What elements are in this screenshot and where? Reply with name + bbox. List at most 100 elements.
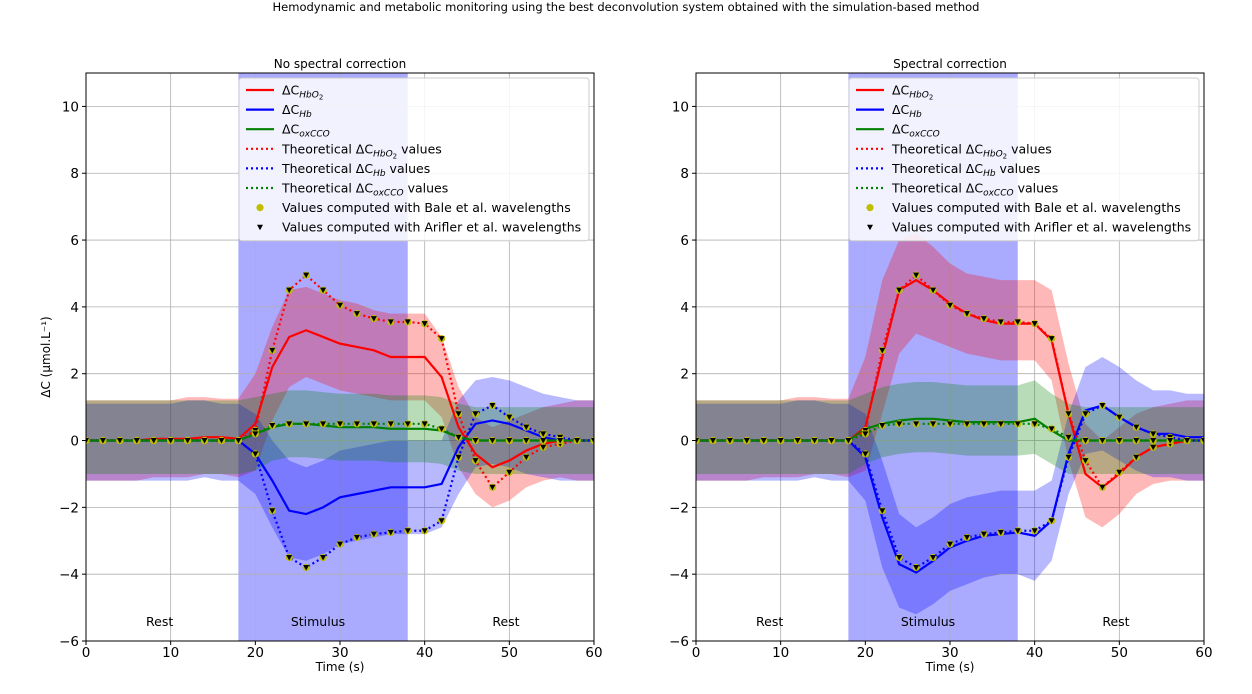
legend-label: Theoretical ΔCoxCCO values [891, 181, 1058, 199]
marker-arifler [845, 438, 852, 444]
y-tick-label: 10 [672, 99, 689, 115]
x-axis-label: Time (s) [315, 660, 365, 674]
marker-arifler [574, 438, 581, 444]
panel-title: Spectral correction [893, 57, 1007, 71]
marker-arifler [269, 422, 276, 429]
legend-label: ΔCHb [282, 102, 312, 120]
legend-label: Theoretical ΔCoxCCO values [281, 181, 448, 199]
marker-arifler [506, 438, 513, 444]
marker-arifler [1031, 421, 1038, 427]
marker-arifler [438, 426, 445, 432]
marker-arifler [438, 336, 445, 342]
y-axis-label: ΔC (μmol.L⁻¹) [39, 316, 53, 397]
y-tick-label: −6 [669, 634, 689, 650]
marker-arifler [387, 319, 394, 325]
marker-arifler [743, 438, 750, 444]
marker-arifler [696, 438, 699, 444]
x-tick-label: 10 [772, 645, 789, 661]
marker-arifler [99, 438, 106, 444]
marker-arifler [963, 534, 970, 541]
y-tick-label: 6 [70, 233, 79, 249]
legend-label: Theoretical ΔCHb values [891, 161, 1040, 179]
legend-label: Values computed with Bale et al. wavelen… [282, 200, 571, 215]
y-tick-label: −4 [59, 567, 79, 583]
marker-arifler [1082, 411, 1089, 417]
y-tick-label: 0 [70, 434, 79, 450]
y-tick-label: 8 [70, 166, 79, 182]
marker-arifler [777, 438, 784, 444]
x-tick-label: 50 [501, 645, 518, 661]
marker-arifler [896, 421, 903, 427]
region-label: Rest [146, 614, 173, 629]
marker-arifler [828, 438, 835, 444]
marker-arifler [353, 421, 360, 427]
x-tick-label: 0 [692, 645, 701, 661]
marker-arifler [337, 541, 343, 548]
legend-label: Values computed with Arifler et al. wave… [892, 220, 1191, 235]
marker-arifler [1133, 438, 1140, 444]
x-tick-label: 50 [1111, 645, 1128, 661]
legend-swatch-bale [866, 204, 874, 212]
marker-arifler [963, 311, 970, 317]
marker-arifler [879, 422, 886, 429]
marker-arifler [1099, 484, 1106, 491]
marker-arifler [86, 438, 89, 444]
marker-arifler [997, 319, 1004, 325]
marker-arifler [167, 438, 174, 444]
marker-arifler [1150, 438, 1157, 444]
plot-area [696, 233, 1204, 615]
legend-label: ΔCoxCCO [282, 122, 330, 140]
x-tick-label: 20 [247, 645, 264, 661]
marker-arifler [337, 421, 343, 427]
marker-arifler [760, 438, 767, 444]
band-hb [696, 357, 1204, 615]
legend-label: ΔCoxCCO [892, 122, 940, 140]
marker-arifler [980, 316, 987, 322]
marker-arifler [269, 347, 276, 354]
chart-panel-2: 0 10 20 30 40 50 60 −6 −4 −2 0 2 4 6 8 10 Spectral corre… [669, 57, 1213, 674]
marker-arifler [1082, 458, 1089, 464]
legend-label: ΔCHbO2 [282, 83, 323, 102]
marker-arifler [337, 302, 343, 309]
marker-arifler [421, 528, 428, 534]
marker-arifler [1116, 414, 1123, 421]
legend-label: ΔCHb [892, 102, 922, 120]
marker-arifler [557, 438, 564, 444]
region-label: Stimulus [901, 614, 955, 629]
y-tick-label: −2 [59, 500, 79, 516]
marker-arifler [896, 287, 903, 294]
y-tick-label: 2 [680, 367, 689, 383]
marker-arifler [963, 421, 970, 427]
x-tick-label: 60 [585, 645, 602, 661]
marker-arifler [269, 508, 276, 514]
marker-arifler [421, 421, 428, 427]
marker-arifler [879, 508, 886, 514]
marker-arifler [980, 531, 987, 538]
marker-arifler [455, 434, 462, 441]
marker-arifler [286, 287, 293, 294]
marker-arifler [540, 444, 547, 451]
marker-arifler [1133, 454, 1140, 461]
marker-arifler [472, 458, 479, 464]
marker-arifler [184, 438, 191, 444]
marker-arifler [455, 411, 462, 417]
y-tick-label: 4 [680, 300, 689, 316]
chart-panel-1: 0 10 20 30 40 50 60 −6 −4 −2 0 2 4 6 8 10 No spectral co… [39, 57, 603, 674]
marker-arifler [252, 431, 259, 437]
region-label: Rest [1102, 614, 1129, 629]
x-tick-label: 10 [162, 645, 179, 661]
marker-arifler [523, 454, 530, 461]
marker-arifler [116, 438, 123, 444]
y-tick-label: −4 [669, 567, 689, 583]
marker-arifler [930, 421, 937, 427]
marker-arifler [811, 438, 818, 444]
marker-arifler [1065, 454, 1072, 461]
region-label: Rest [756, 614, 783, 629]
marker-arifler [1099, 402, 1106, 409]
panel-title: No spectral correction [274, 57, 406, 71]
marker-arifler [1014, 421, 1021, 427]
marker-arifler [1048, 426, 1055, 432]
x-axis-label: Time (s) [925, 660, 975, 674]
marker-arifler [709, 438, 716, 444]
